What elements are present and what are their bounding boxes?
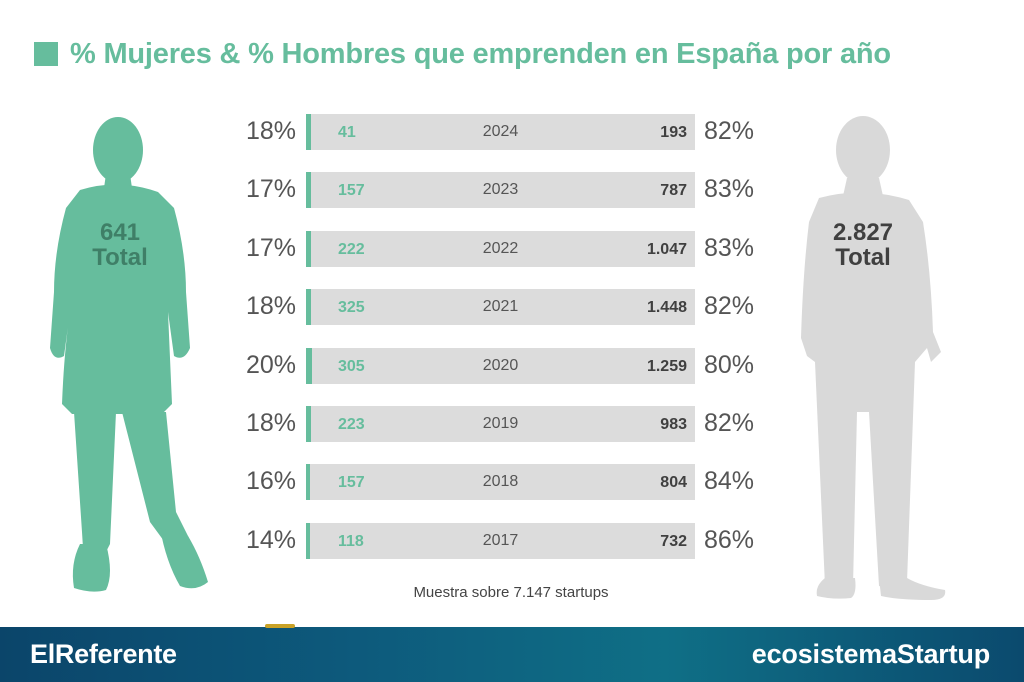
women-count-label: 223	[338, 416, 365, 433]
women-count-label: 157	[338, 474, 365, 491]
women-bar	[306, 523, 310, 559]
men-percent-label: 82%	[704, 292, 755, 320]
women-percent-label: 17%	[245, 234, 296, 262]
year-label: 2022	[482, 240, 519, 257]
bar-row-2024: 18% 41 2024 193 82%	[0, 114, 1024, 150]
men-percent-label: 82%	[704, 409, 755, 437]
women-total-label: Total	[92, 244, 148, 271]
bar-track: 222 2022 1.047	[306, 231, 695, 267]
woman-silhouette-icon	[40, 112, 215, 600]
bar-track: 41 2024 193	[306, 114, 695, 150]
men-percent-label: 84%	[704, 467, 755, 495]
bar-row-2021: 18% 325 2021 1.448 82%	[0, 289, 1024, 325]
men-percent-label: 83%	[704, 234, 755, 262]
women-count-label: 325	[338, 299, 365, 316]
man-silhouette-icon	[795, 112, 955, 600]
women-count-label: 118	[338, 533, 364, 550]
men-total-value: 2.827	[832, 219, 894, 246]
women-count-label: 222	[338, 241, 365, 258]
bar-track: 157 2018 804	[306, 464, 695, 500]
men-percent-label: 82%	[704, 117, 755, 145]
women-percent-label: 18%	[245, 409, 296, 437]
bar-row-2019: 18% 223 2019 983 82%	[0, 406, 1024, 442]
year-label: 2021	[482, 298, 519, 315]
bar-track: 223 2019 983	[306, 406, 695, 442]
women-percent-label: 20%	[245, 351, 296, 379]
year-label: 2018	[482, 473, 519, 490]
men-count-label: 193	[660, 124, 687, 141]
men-count-label: 804	[660, 474, 687, 491]
bar-track: 118 2017 732	[306, 523, 695, 559]
footer-accent-line	[265, 624, 295, 628]
men-total: 2.827 Total	[803, 220, 923, 270]
women-bar	[306, 348, 312, 384]
year-label: 2020	[482, 357, 519, 374]
bar-row-2022: 17% 222 2022 1.047 83%	[0, 231, 1024, 267]
women-bar	[306, 231, 311, 267]
men-percent-label: 86%	[704, 526, 755, 554]
women-percent-label: 16%	[245, 467, 296, 495]
year-label: 2023	[482, 181, 519, 198]
women-percent-label: 18%	[245, 117, 296, 145]
bar-row-2017: 14% 118 2017 732 86%	[0, 523, 1024, 559]
bar-row-2018: 16% 157 2018 804 84%	[0, 464, 1024, 500]
men-count-label: 1.047	[646, 241, 687, 258]
men-count-label: 1.448	[646, 299, 687, 316]
year-label: 2024	[482, 123, 519, 140]
men-count-label: 1.259	[646, 358, 687, 375]
women-bar	[306, 289, 311, 325]
men-total-label: Total	[835, 244, 891, 271]
men-percent-label: 80%	[704, 351, 755, 379]
women-count-label: 41	[338, 124, 356, 141]
women-percent-label: 18%	[245, 292, 296, 320]
women-percent-label: 17%	[245, 175, 296, 203]
year-label: 2019	[482, 415, 519, 432]
men-count-label: 732	[660, 533, 687, 550]
year-label: 2017	[482, 532, 519, 549]
women-count-label: 305	[338, 358, 365, 375]
women-total: 641 Total	[60, 220, 180, 270]
footer-bar: ElReferente ecosistemaStartup	[0, 624, 1024, 682]
brand-elreferente-logo[interactable]: ElReferente	[30, 639, 177, 669]
men-count-label: 787	[660, 182, 687, 199]
brand-ecosistemastartup-logo[interactable]: ecosistemaStartup	[751, 639, 990, 669]
bar-track: 325 2021 1.448	[306, 289, 695, 325]
women-bar	[306, 172, 311, 208]
chart-title: % Mujeres & % Hombres que emprenden en E…	[70, 37, 891, 70]
chart-title-row: % Mujeres & % Hombres que emprenden en E…	[34, 34, 891, 74]
bar-track: 157 2023 787	[306, 172, 695, 208]
women-total-value: 641	[99, 219, 141, 246]
bar-track: 305 2020 1.259	[306, 348, 695, 384]
bar-row-2020: 20% 305 2020 1.259 80%	[0, 348, 1024, 384]
legend-square-icon	[34, 42, 58, 66]
men-percent-label: 83%	[704, 175, 755, 203]
women-bar	[306, 114, 311, 150]
bar-row-2023: 17% 157 2023 787 83%	[0, 172, 1024, 208]
women-percent-label: 14%	[245, 526, 296, 554]
women-bar	[306, 406, 311, 442]
women-count-label: 157	[338, 182, 365, 199]
women-bar	[306, 464, 310, 500]
men-count-label: 983	[660, 416, 687, 433]
sample-footnote: Muestra sobre 7.147 startups	[413, 584, 609, 601]
